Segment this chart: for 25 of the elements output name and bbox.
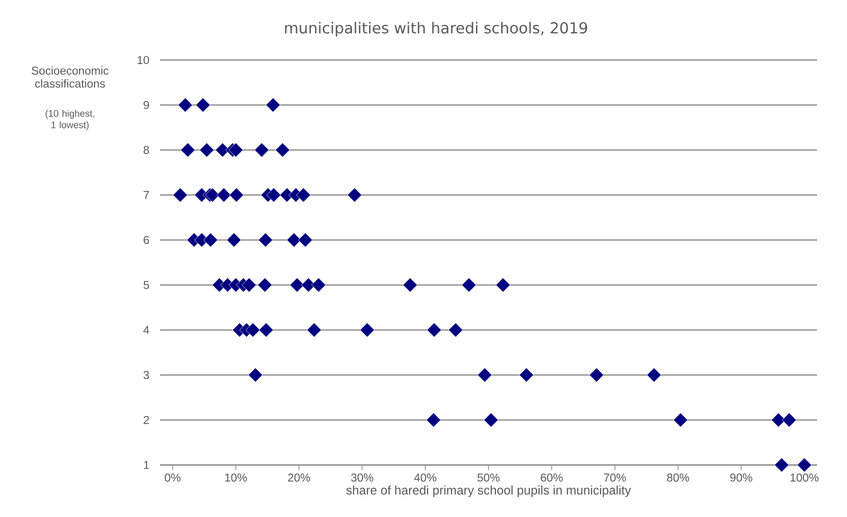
y-tick-label: 5 bbox=[144, 281, 150, 289]
x-tick-label: 40% bbox=[414, 474, 436, 482]
x-tick-label: 10% bbox=[225, 474, 247, 482]
y-tick-label: 4 bbox=[143, 326, 150, 334]
x-tick-label: 30% bbox=[351, 474, 374, 482]
y-tick-label: 3 bbox=[144, 370, 149, 380]
x-tick-label: 70% bbox=[604, 474, 626, 482]
y-tick-label: 2 bbox=[144, 416, 149, 424]
x-tick-label: 80% bbox=[667, 474, 690, 482]
x-tick-label: 50% bbox=[478, 474, 500, 482]
x-axis-title: share of haredi primary school pupils in municipality bbox=[346, 485, 632, 498]
y-tick-label: 1 bbox=[144, 461, 149, 469]
x-tick-label: 20% bbox=[288, 474, 310, 482]
x-tick-label: 60% bbox=[540, 474, 563, 482]
x-tick-label: 100% bbox=[790, 474, 819, 482]
y-tick-label: 6 bbox=[144, 236, 149, 244]
y-tick-label: 7 bbox=[144, 191, 149, 199]
x-tick-label: 90% bbox=[730, 474, 752, 482]
y-tick-label: 9 bbox=[144, 100, 149, 110]
text: (10 highest, 1 lowest) bbox=[46, 110, 94, 130]
y-tick-label: 8 bbox=[144, 146, 149, 154]
y-axis-title: Socioeconomic classifications bbox=[32, 66, 109, 88]
x-tick-label: 0% bbox=[164, 474, 181, 482]
chart-title: municipalities with haredi schools, 2019 bbox=[285, 22, 588, 37]
y-tick-label: 10 bbox=[138, 56, 150, 64]
